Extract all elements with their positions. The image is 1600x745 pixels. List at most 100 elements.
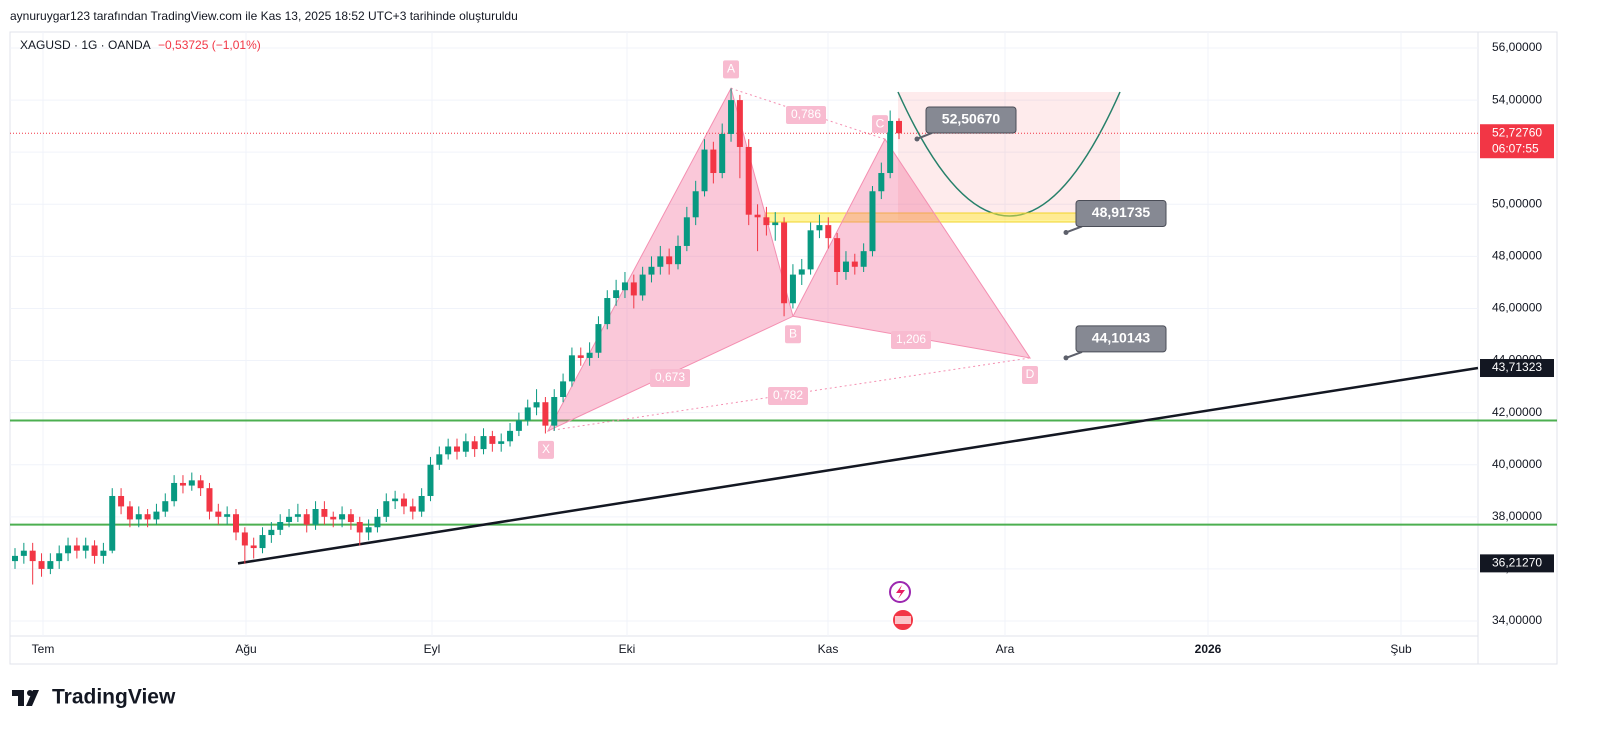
candle-body xyxy=(241,532,248,546)
callout-box xyxy=(925,106,1017,134)
candle-body xyxy=(816,225,823,231)
callout-pointer xyxy=(1065,225,1083,234)
candle-body xyxy=(215,511,222,517)
candle-body xyxy=(507,430,514,442)
candle-body xyxy=(772,222,779,226)
y-tick-label: 56,00000 xyxy=(1492,40,1542,54)
axis-price-box xyxy=(1480,359,1554,378)
candle-body xyxy=(454,446,460,452)
candle-body xyxy=(710,149,717,174)
plot-frame xyxy=(9,31,1558,665)
logo-text: TradingView xyxy=(52,686,176,709)
candle-body xyxy=(56,553,63,562)
ratio-label: 1,206 xyxy=(896,332,926,346)
candle-body xyxy=(171,482,178,502)
y-tick-label: 34,00000 xyxy=(1492,613,1542,627)
candle-body xyxy=(47,561,54,569)
pattern-ratio-line xyxy=(547,357,1031,432)
candle-body xyxy=(268,529,275,536)
trend-line xyxy=(237,366,1479,565)
candle-body xyxy=(188,480,195,486)
candle-body xyxy=(153,511,160,520)
callout-pointer xyxy=(916,132,933,140)
candle-body xyxy=(374,516,381,528)
axis-price-label: 36,21270 xyxy=(1492,556,1542,570)
axis-price-label: 43,71323 xyxy=(1492,360,1542,374)
candle-body xyxy=(427,464,434,496)
candle-body xyxy=(515,420,522,431)
candle-body xyxy=(869,191,876,252)
candle-body xyxy=(250,545,257,549)
ratio-box xyxy=(650,369,690,387)
ratio-label: 0,673 xyxy=(655,370,685,384)
candle-body xyxy=(392,498,399,502)
candle-body xyxy=(524,407,531,421)
y-tick-label: 42,00000 xyxy=(1492,405,1542,419)
x-tick-label: Ağu xyxy=(235,642,256,656)
candle-body xyxy=(480,436,487,450)
candle-body xyxy=(887,120,894,174)
candles xyxy=(12,88,902,585)
y-tick-label: 54,00000 xyxy=(1492,92,1542,106)
candle-body xyxy=(418,495,425,512)
callout-dot xyxy=(914,136,920,142)
candle-body xyxy=(259,535,266,549)
callout-dot xyxy=(1063,355,1069,361)
candle-body xyxy=(400,498,407,507)
candle-body xyxy=(197,480,204,489)
candle-body xyxy=(436,454,443,465)
candle-body xyxy=(409,506,416,512)
candle-body xyxy=(860,251,867,267)
candle-body xyxy=(312,509,319,525)
grid xyxy=(10,32,1478,636)
logo: TradingView xyxy=(12,686,176,709)
x-tick-label: Eki xyxy=(619,642,636,656)
candle-body xyxy=(719,133,726,174)
y-tick-label: 48,00000 xyxy=(1492,249,1542,263)
candle-body xyxy=(728,100,735,134)
pattern-label: C xyxy=(876,116,885,130)
last-price-label: 52,72760 xyxy=(1492,125,1542,139)
candle-body xyxy=(29,550,36,562)
candle-body xyxy=(224,514,231,517)
candle-body xyxy=(73,545,80,551)
candle-body xyxy=(498,441,505,444)
candle-body xyxy=(736,100,743,147)
overlay: 34,0000036,0000038,0000040,0000042,00000… xyxy=(32,40,1554,656)
callout-pointer xyxy=(1065,350,1083,359)
pattern-label-box xyxy=(785,325,801,344)
candle-body xyxy=(109,495,116,551)
candle-body xyxy=(126,506,133,520)
candle-body xyxy=(179,482,186,486)
candle-body xyxy=(551,397,558,426)
candle-body xyxy=(781,222,788,304)
candle-body xyxy=(834,238,841,272)
candle-body xyxy=(65,545,72,554)
candle-body xyxy=(825,225,832,239)
candle-body xyxy=(12,555,18,562)
callout-label: 48,91735 xyxy=(1092,204,1151,220)
candle-body xyxy=(604,298,611,325)
flag-icon-stripe xyxy=(895,616,911,624)
candle-body xyxy=(91,545,98,556)
pattern-label-box xyxy=(723,60,739,79)
axis-price-box xyxy=(1480,554,1554,573)
candle-body xyxy=(692,191,699,218)
candle-body xyxy=(118,495,125,507)
x-tick-label: Ara xyxy=(996,642,1015,656)
candle-body xyxy=(542,402,549,426)
pattern-label: X xyxy=(542,442,550,456)
candle-body xyxy=(754,214,761,218)
candle-body xyxy=(286,516,293,523)
candle-body xyxy=(383,501,390,517)
candle-body xyxy=(896,120,902,134)
candle-body xyxy=(657,256,664,267)
y-tick-label: 40,00000 xyxy=(1492,457,1542,471)
drawings xyxy=(10,87,1557,565)
ratio-label: 0,786 xyxy=(791,107,821,121)
candle-body xyxy=(489,436,496,444)
candle-body xyxy=(445,446,452,455)
x-tick-label: Eyl xyxy=(424,642,441,656)
